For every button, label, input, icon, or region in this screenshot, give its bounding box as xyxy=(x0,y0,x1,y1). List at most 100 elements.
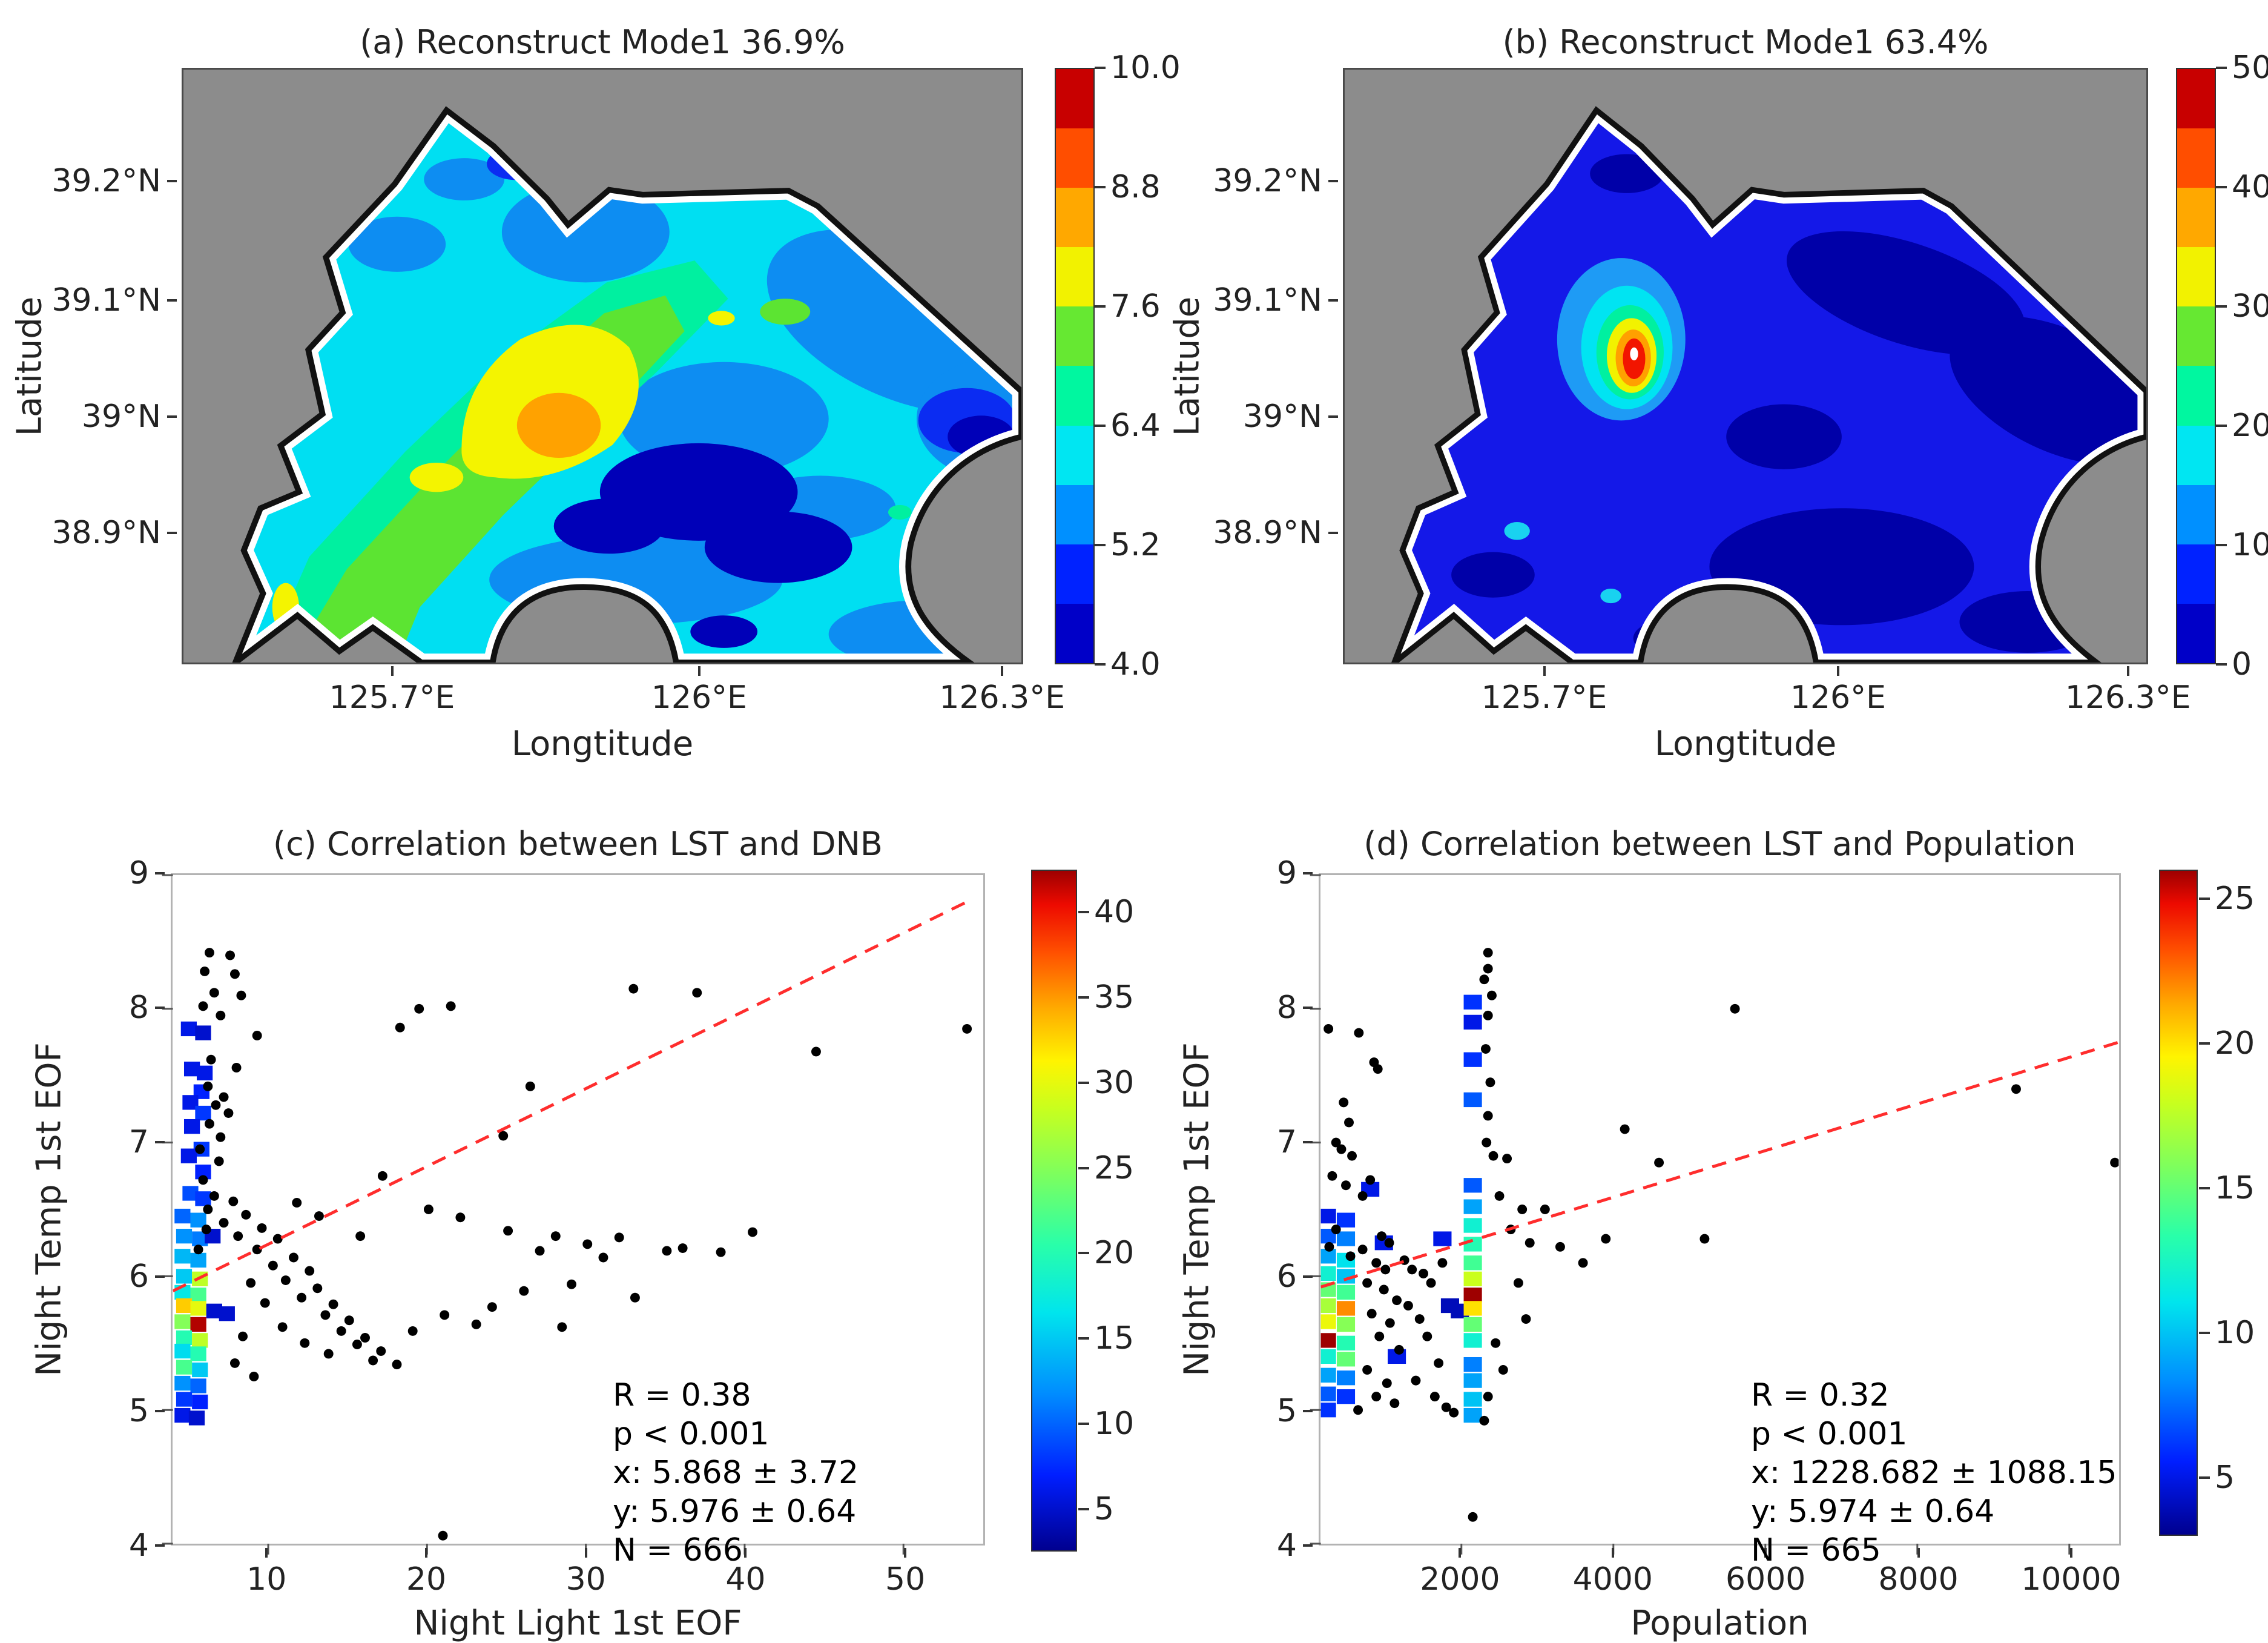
density-cell xyxy=(1463,1392,1482,1407)
colorbar-segment xyxy=(1056,603,1093,663)
density-cell xyxy=(190,1252,206,1268)
tick-mark xyxy=(697,666,701,676)
tick-label: 8.8 xyxy=(1110,169,1161,205)
tick-label: 30 xyxy=(2232,288,2268,325)
scatter-point xyxy=(1374,1331,1385,1341)
scatter-point xyxy=(1578,1258,1588,1268)
scatter-point xyxy=(550,1231,561,1241)
tick-label: 4 xyxy=(128,1527,149,1564)
scatter-point xyxy=(630,1292,640,1303)
scatter-point xyxy=(1345,1251,1356,1261)
tick-mark xyxy=(1078,1507,1089,1510)
stat-r: R = 0.38 xyxy=(613,1377,751,1413)
tick-label: 39°N xyxy=(81,398,161,435)
scatter-c-stats-annotation: R = 0.38 p < 0.001 x: 5.868 ± 3.72 y: 5.… xyxy=(613,1376,859,1570)
scatter-point xyxy=(962,1023,972,1034)
scatter-point xyxy=(662,1246,672,1256)
tick-label: 39.1°N xyxy=(1213,282,1322,319)
scatter-point xyxy=(446,1001,456,1011)
scatter-point xyxy=(228,1196,239,1206)
density-cell xyxy=(1320,1208,1336,1224)
tick-label: 20 xyxy=(406,1561,447,1598)
tick-mark xyxy=(1459,1548,1462,1558)
scatter-point xyxy=(1488,1151,1498,1161)
scatter-plot-d-svg xyxy=(1310,874,2119,1555)
scatter-point xyxy=(1487,990,1497,1000)
scatter-point xyxy=(193,1245,203,1255)
scatter-point xyxy=(252,1031,262,1040)
tick-mark xyxy=(1078,1337,1089,1340)
density-cell xyxy=(1320,1333,1336,1348)
scatter-point xyxy=(1389,1398,1400,1409)
scatter-point xyxy=(1491,1338,1501,1348)
density-cell xyxy=(190,1301,206,1316)
scatter-point xyxy=(535,1246,545,1256)
scatter-point xyxy=(1379,1284,1389,1295)
tick-mark xyxy=(1078,1422,1089,1425)
tick-label: 15 xyxy=(1094,1320,1135,1357)
scatter-point xyxy=(1341,1180,1351,1191)
scatter-point xyxy=(1422,1331,1432,1341)
scatter-point xyxy=(229,969,240,979)
scatter-point xyxy=(2110,1157,2119,1168)
density-cell xyxy=(1463,1373,1482,1388)
scatter-c-y-axis-label: Night Temp 1st EOF xyxy=(29,1042,69,1377)
tick-mark xyxy=(1078,1252,1089,1255)
scatter-point xyxy=(1426,1278,1436,1288)
scatter-point xyxy=(614,1232,624,1243)
map-b-x-axis-label: Longtitude xyxy=(1654,724,1837,764)
scatter-c-y-axis-label-box: Night Temp 1st EOF xyxy=(29,873,69,1545)
scatter-point xyxy=(423,1205,433,1214)
map-b-y-axis-ticks: 39.2°N 39.1°N 39°N 38.9°N xyxy=(1179,68,1338,664)
scatter-point xyxy=(289,1252,298,1263)
tick-label: 0 xyxy=(2232,646,2252,683)
tick-label: 6 xyxy=(128,1258,149,1295)
tick-mark xyxy=(2216,186,2227,188)
density-cell xyxy=(1463,1333,1482,1348)
tick-mark xyxy=(1328,415,1338,418)
tick-label: 39.1°N xyxy=(51,282,161,319)
scatter-point xyxy=(1479,1415,1489,1426)
scatter-point xyxy=(1498,1365,1508,1375)
tick-mark xyxy=(744,1548,747,1558)
stat-x: x: 5.868 ± 3.72 xyxy=(613,1455,859,1491)
scatter-point xyxy=(219,1218,229,1228)
contour-map-a xyxy=(182,68,1023,664)
map-b-urban-heat-core xyxy=(1557,258,1686,421)
scatter-point xyxy=(1385,1318,1395,1328)
scatter-point xyxy=(236,990,246,1000)
scatter-point xyxy=(716,1247,726,1257)
stat-y: y: 5.974 ± 0.64 xyxy=(1751,1493,1995,1530)
tick-label: 15 xyxy=(2215,1170,2255,1207)
density-cell xyxy=(1320,1386,1336,1401)
scatter-plot-c-svg xyxy=(162,874,972,1555)
colorbar-segment xyxy=(2177,484,2215,544)
scatter-point xyxy=(336,1326,346,1336)
tick-mark xyxy=(167,180,177,183)
scatter-plot-c xyxy=(162,873,985,1555)
scatter-point xyxy=(1479,974,1489,985)
scatter-point xyxy=(1555,1241,1565,1252)
tick-mark xyxy=(1328,180,1338,183)
scatter-point xyxy=(1654,1157,1664,1168)
scatter-point xyxy=(455,1212,466,1223)
scatter-point xyxy=(1482,1137,1492,1148)
scatter-point xyxy=(1483,948,1493,958)
scatter-point xyxy=(209,1191,219,1201)
tick-mark xyxy=(1078,1081,1089,1084)
tick-mark xyxy=(584,1548,587,1558)
density-cell xyxy=(190,1378,206,1393)
scatter-point xyxy=(201,1225,211,1235)
scatter-point xyxy=(487,1302,497,1312)
tick-label: 40 xyxy=(2232,169,2268,205)
scatter-point xyxy=(231,1062,242,1073)
scatter-point xyxy=(1331,1225,1341,1235)
density-cell xyxy=(1336,1389,1356,1404)
density-cell xyxy=(1463,1218,1482,1233)
scatter-point xyxy=(206,1054,216,1065)
tick-label: 20 xyxy=(2215,1025,2255,1062)
scatter-point xyxy=(692,988,702,998)
colorbar-segment xyxy=(2177,306,2215,366)
map-a-y-axis-ticks: 39.2°N 39.1°N 39°N 38.9°N xyxy=(18,68,177,664)
scatter-point xyxy=(557,1322,567,1332)
